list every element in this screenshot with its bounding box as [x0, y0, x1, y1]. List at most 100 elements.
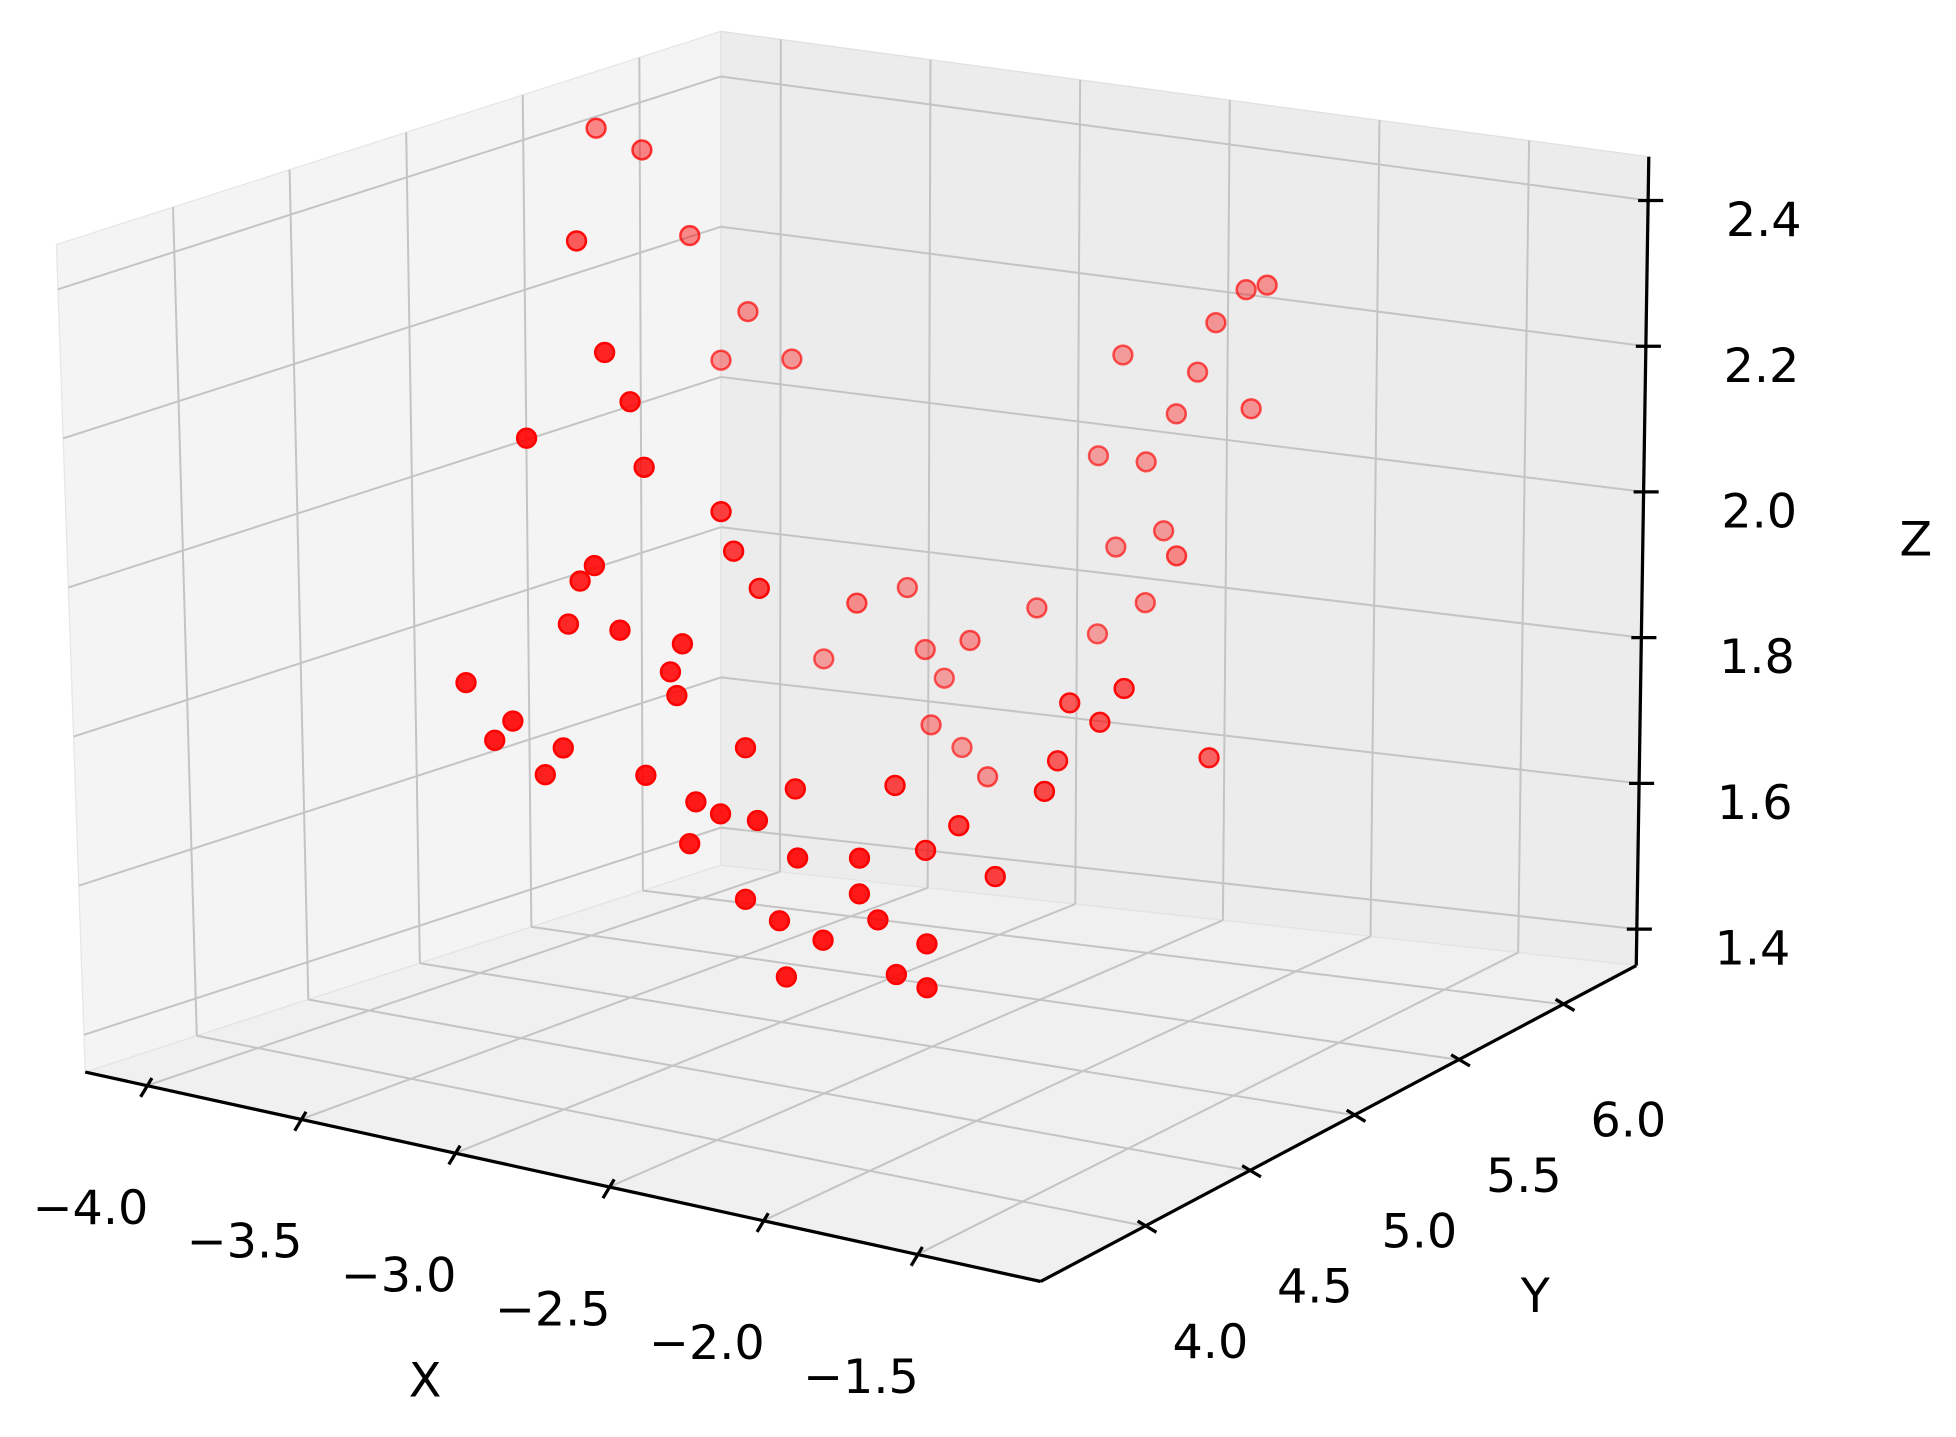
point [502, 710, 524, 732]
z-tick-label: 1.6 [1717, 776, 1793, 831]
x-tick-label: −3.5 [187, 1215, 303, 1270]
point [585, 117, 607, 139]
point [1235, 279, 1257, 301]
point [916, 933, 938, 955]
x-grid-line [926, 59, 932, 888]
z-tick-label: 1.8 [1719, 630, 1795, 685]
point [848, 883, 871, 905]
z-grid-line [83, 826, 722, 1036]
x-tick-label: −3.0 [341, 1249, 457, 1304]
point [569, 570, 591, 592]
x-grid-line [300, 886, 928, 1121]
point [768, 910, 791, 932]
point [848, 847, 871, 869]
point [976, 766, 999, 788]
y-axis-label: Y [1520, 1269, 1551, 1324]
point [1026, 597, 1048, 619]
x-grid-line [779, 39, 782, 872]
z-grid-line [720, 225, 1646, 348]
point [885, 963, 908, 986]
point [933, 667, 955, 689]
y-grid-line [196, 1034, 1146, 1228]
point [552, 737, 574, 759]
x-tick-label: −2.0 [649, 1316, 765, 1371]
pane-back [720, 30, 1650, 967]
z-tick-label: 2.0 [1721, 484, 1797, 539]
y-tick-label: 6.0 [1590, 1093, 1666, 1148]
point [565, 230, 588, 252]
point [1198, 747, 1220, 769]
point [737, 300, 759, 323]
x-tick [601, 1178, 616, 1200]
point [679, 833, 701, 855]
y-tick-label: 5.5 [1486, 1149, 1562, 1204]
point [685, 791, 707, 813]
point [1205, 312, 1227, 334]
point [633, 456, 655, 478]
y-tick-label: 5.0 [1381, 1204, 1457, 1259]
y-tick [1450, 1053, 1471, 1068]
labels: −4.0 −3.5 −3.0 −2.5 −2.0 −1.5 4.0 4.5 5.0 5.5 6.0 1… [33, 193, 1933, 1409]
x-grid-line [1369, 120, 1381, 937]
z-tick-label: 2.4 [1726, 193, 1802, 248]
point [896, 576, 919, 599]
point [959, 629, 981, 652]
point [1165, 545, 1188, 567]
axes [84, 156, 1664, 1284]
y-tick [1241, 1164, 1262, 1179]
point [734, 888, 757, 910]
point [784, 778, 806, 800]
point [813, 648, 835, 670]
z-axis-label: Z [1900, 512, 1933, 567]
x-axis [84, 1070, 1042, 1284]
x-tick-label: −2.5 [495, 1282, 611, 1337]
z-grid-line [62, 225, 722, 440]
point [671, 633, 694, 655]
x-grid-line [608, 919, 1224, 1188]
point [710, 349, 732, 371]
point [710, 500, 732, 523]
point [746, 809, 769, 832]
y-tick [1345, 1108, 1367, 1123]
x-tick [909, 1246, 924, 1267]
x-axis-label: X [409, 1354, 442, 1409]
z-tick-label: 2.2 [1724, 339, 1800, 394]
x-grid-line [1517, 140, 1531, 953]
z-grid-line [68, 375, 722, 589]
x-grid-line [146, 870, 781, 1087]
y-grid-line [405, 132, 421, 964]
point [1033, 780, 1056, 803]
point [557, 613, 580, 635]
z-grid-line [720, 526, 1642, 639]
x-grid-line [916, 951, 1519, 1256]
point [951, 736, 973, 759]
point [786, 847, 809, 869]
x-tick [293, 1111, 308, 1132]
point [1186, 361, 1209, 383]
point [1113, 677, 1135, 700]
point [1152, 520, 1175, 542]
point [619, 391, 641, 413]
z-grid-line [57, 75, 722, 291]
y-grid-line [308, 998, 1250, 1172]
point [1087, 445, 1110, 467]
point [515, 427, 538, 449]
point [867, 909, 889, 931]
point [846, 592, 868, 614]
y-grid-line [419, 962, 1355, 1117]
point [1105, 536, 1127, 558]
point [914, 839, 937, 862]
z-grid-line [720, 826, 1637, 931]
point [916, 977, 938, 999]
point [948, 815, 970, 837]
y-tick-label: 4.5 [1277, 1260, 1353, 1315]
point [984, 865, 1006, 888]
z-grid-line [720, 75, 1649, 202]
panes [55, 30, 1650, 1283]
point [534, 764, 556, 786]
z-grid-line [720, 676, 1640, 785]
point [914, 638, 936, 661]
x-tick [755, 1212, 770, 1233]
